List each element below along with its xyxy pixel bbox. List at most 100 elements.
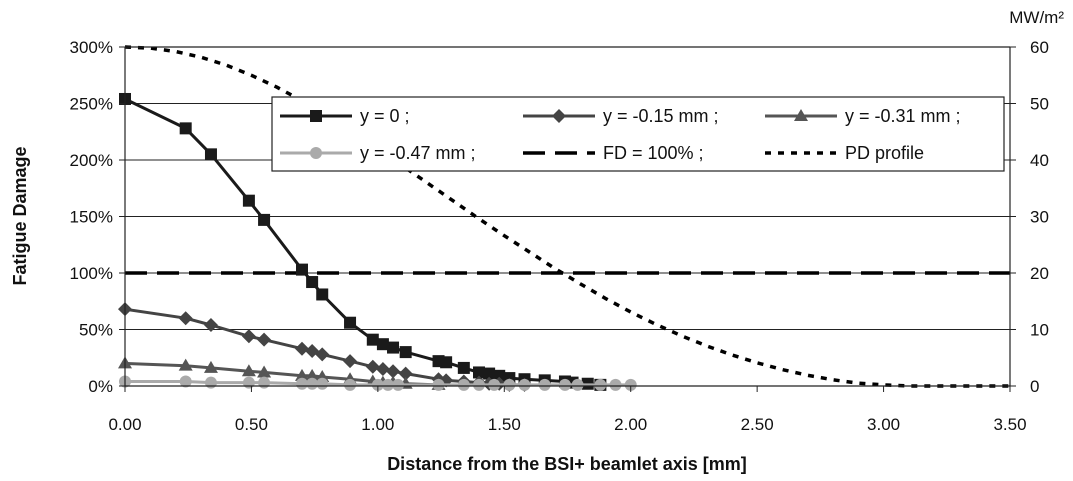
y2-tick-label: 0: [1030, 377, 1039, 396]
data-point: [624, 378, 637, 391]
data-point: [552, 109, 566, 123]
legend-label: y = -0.31 mm ;: [845, 106, 961, 126]
y-tick-label: 150%: [70, 208, 113, 227]
data-point: [241, 329, 256, 344]
data-point: [343, 354, 358, 369]
data-point: [306, 377, 319, 390]
series-y-0-47-mm: [119, 375, 637, 391]
data-point: [296, 263, 308, 276]
data-point: [310, 110, 322, 122]
data-point: [571, 378, 584, 391]
data-point: [473, 366, 485, 379]
legend-label: y = -0.15 mm ;: [603, 106, 719, 126]
legend-label: FD = 100% ;: [603, 143, 704, 163]
data-point: [310, 147, 322, 159]
y2-tick-label: 20: [1030, 264, 1049, 283]
data-point: [296, 377, 308, 390]
legend-entry: y = -0.47 mm ;: [280, 143, 476, 163]
series-layer: [118, 45, 1010, 392]
data-point: [457, 378, 470, 391]
data-point: [344, 378, 357, 391]
series-line: [124, 45, 1010, 388]
legend-label: PD profile: [845, 143, 924, 163]
series-pd-profile: [124, 45, 1010, 388]
x-tick-label: 2.00: [614, 415, 647, 434]
x-axis-title: Distance from the BSI+ beamlet axis [mm]: [387, 454, 747, 474]
legend-entry: FD = 100% ;: [523, 143, 704, 163]
y-tick-label: 300%: [70, 38, 113, 57]
data-point: [257, 365, 272, 378]
data-point: [241, 364, 256, 377]
data-point: [387, 341, 400, 354]
data-point: [392, 378, 405, 391]
data-point: [399, 346, 412, 359]
data-point: [518, 378, 531, 391]
data-point: [375, 362, 390, 377]
data-point: [398, 366, 413, 381]
data-point: [483, 367, 496, 380]
x-tick-label: 1.00: [361, 415, 394, 434]
data-point: [295, 341, 309, 356]
y-tick-label: 0%: [88, 377, 113, 396]
data-point: [794, 109, 808, 121]
data-point: [316, 288, 329, 301]
y2-tick-label: 40: [1030, 151, 1049, 170]
legend-label: y = 0 ;: [360, 106, 410, 126]
legend-box: [271, 96, 1005, 172]
data-point: [376, 338, 389, 351]
data-point: [204, 376, 217, 389]
data-point: [305, 368, 320, 381]
x-tick-label: 0.50: [235, 415, 268, 434]
data-point: [204, 148, 217, 161]
data-point: [295, 368, 309, 381]
data-point: [258, 376, 271, 389]
axes: [119, 46, 1016, 392]
x-tick-label: 3.00: [867, 415, 900, 434]
y2-tick-label: 30: [1030, 208, 1049, 227]
data-point: [178, 358, 193, 371]
data-point: [488, 378, 501, 391]
data-point: [179, 375, 192, 388]
y-tick-label: 100%: [70, 264, 113, 283]
x-tick-label: 1.50: [488, 415, 521, 434]
data-point: [493, 369, 506, 382]
data-point: [609, 378, 622, 391]
y2-tick-label: 50: [1030, 95, 1049, 114]
data-point: [344, 316, 357, 329]
legend-entry: y = 0 ;: [280, 106, 410, 126]
data-point: [457, 361, 470, 374]
x-tick-label: 0.00: [108, 415, 141, 434]
data-point: [594, 378, 607, 391]
legend-entry: y = -0.31 mm ;: [765, 106, 961, 126]
data-point: [306, 276, 319, 289]
x-tick-label: 3.50: [993, 415, 1026, 434]
y2-tick-label: 60: [1030, 38, 1049, 57]
data-point: [538, 378, 551, 391]
legend: y = 0 ; y = -0.15 mm ; y = -0.31 mm ; y = -…: [271, 96, 1005, 172]
data-point: [440, 356, 453, 369]
data-point: [371, 378, 384, 391]
data-point: [203, 317, 218, 332]
data-point: [257, 332, 272, 347]
legend-entry: y = -0.15 mm ;: [523, 106, 719, 126]
data-point: [386, 364, 401, 379]
data-point: [365, 359, 380, 374]
y-axis-title: Fatigue Damage: [10, 146, 30, 285]
data-point: [178, 311, 193, 326]
x-tick-label: 2.50: [741, 415, 774, 434]
data-point: [381, 378, 394, 391]
data-point: [258, 213, 271, 226]
data-point: [179, 122, 192, 135]
y2-tick-label: 10: [1030, 321, 1049, 340]
data-point: [473, 378, 485, 391]
data-point: [203, 360, 218, 373]
data-point: [558, 378, 571, 391]
tick-labels: 0% 50% 100% 150% 200% 250% 300% 0 10 20 30 40 50 60 0.…: [70, 38, 1049, 434]
data-point: [316, 377, 329, 390]
data-point: [242, 194, 255, 207]
y-tick-label: 200%: [70, 151, 113, 170]
data-point: [315, 347, 330, 362]
y2-axis-unit: MW/m²: [1009, 8, 1064, 27]
